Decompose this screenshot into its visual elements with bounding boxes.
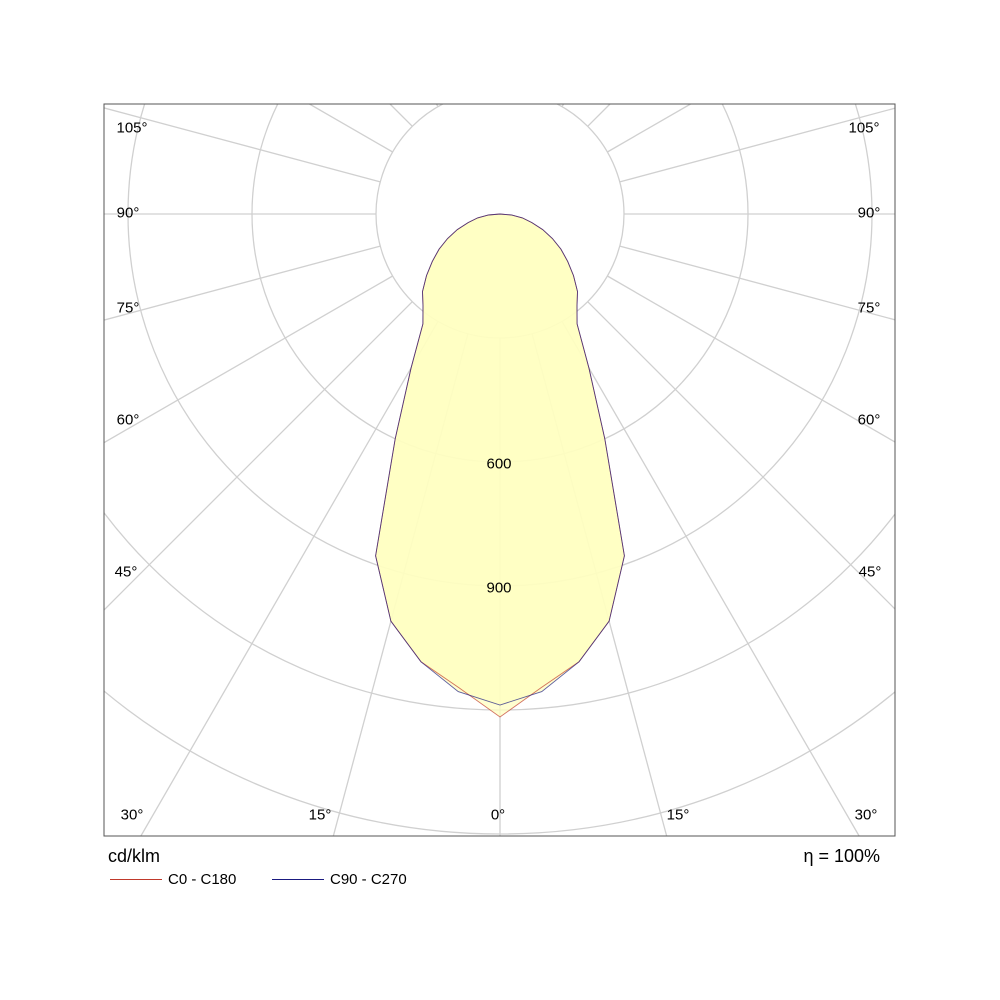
intensity-fill [375, 214, 625, 705]
angle-label: 45° [858, 563, 882, 581]
grid-spoke [104, 301, 413, 611]
angle-label: 60° [857, 411, 881, 429]
angle-label: 15° [666, 806, 690, 824]
legend-swatch [272, 879, 324, 880]
legend-swatch [110, 879, 162, 880]
plot-frame [103, 103, 896, 837]
angle-label: 90° [857, 204, 881, 222]
grid-spoke [104, 245, 381, 321]
angle-label: 15° [308, 806, 332, 824]
grid-spoke [140, 321, 439, 836]
grid-spoke [607, 275, 895, 443]
angle-label: 30° [120, 806, 144, 824]
angle-label: 75° [116, 299, 140, 317]
grid-spoke [561, 321, 860, 836]
grid-spoke [587, 301, 895, 610]
grid-spoke [607, 104, 691, 153]
radial-tick-label: 900 [486, 579, 512, 597]
angle-label: 0° [490, 806, 506, 824]
grid-spoke [309, 104, 393, 153]
grid-spoke [587, 104, 611, 127]
angle-label: 105° [848, 119, 880, 137]
series-curve-c90-c270 [375, 213, 625, 706]
angle-label: 90° [116, 204, 140, 222]
radial-tick-label: 600 [486, 455, 512, 473]
grid-spoke [104, 107, 381, 183]
legend-item-c90: C90 - C270 [272, 871, 407, 888]
angle-label: 105° [116, 119, 148, 137]
legend-item-c0: C0 - C180 [110, 871, 236, 888]
legend-label: C0 - C180 [168, 871, 237, 888]
angle-label: 30° [854, 806, 878, 824]
legend-label: C90 - C270 [330, 871, 407, 888]
angle-label: 45° [114, 563, 138, 581]
grid-spoke [104, 275, 393, 444]
angle-label: 75° [857, 299, 881, 317]
efficiency-label: η = 100% [803, 846, 880, 866]
grid-spoke [619, 107, 895, 183]
angle-label: 60° [116, 411, 140, 429]
grid-spoke [389, 104, 413, 127]
grid-spoke [619, 245, 895, 321]
unit-label: cd/klm [108, 846, 161, 866]
